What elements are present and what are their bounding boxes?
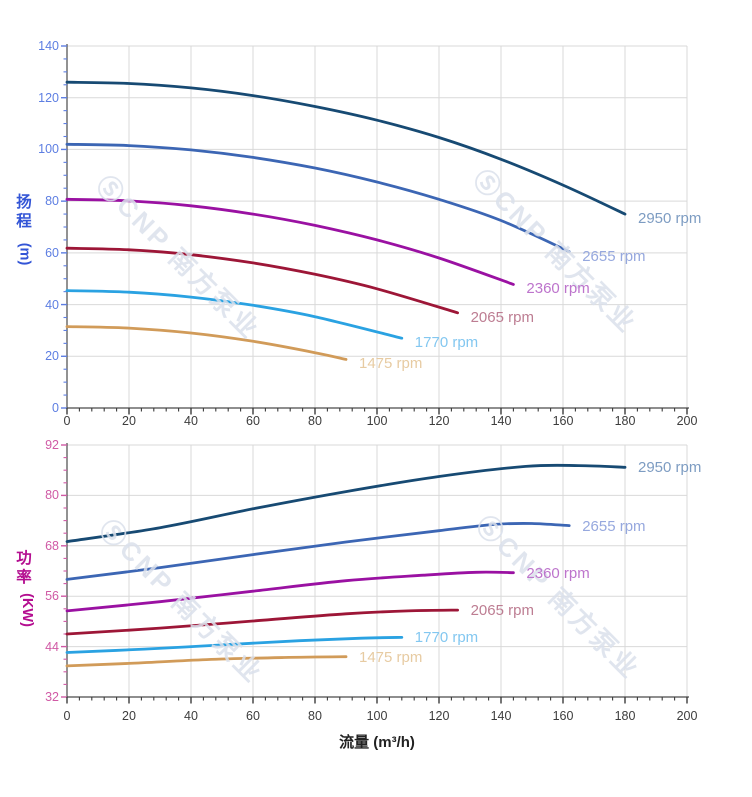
x-tick-label: 0 xyxy=(63,709,71,723)
curve-label-2065-rpm: 2065 rpm xyxy=(470,602,534,620)
head-axis-title-cn: 扬程 xyxy=(16,194,32,230)
curve-label-2065-rpm: 2065 rpm xyxy=(470,308,534,326)
curve-1770-rpm xyxy=(65,289,404,340)
x-tick-label: 120 xyxy=(428,709,450,723)
curve-label-2655-rpm: 2655 rpm xyxy=(582,517,646,535)
power-axis-title-cn: 功率 xyxy=(16,550,32,586)
y-tick-label: 40 xyxy=(45,297,59,312)
y-tick-label: 32 xyxy=(45,690,59,704)
curve-2950-rpm xyxy=(65,80,627,216)
y-tick-label: 20 xyxy=(45,349,59,364)
x-tick-label: 60 xyxy=(246,414,260,428)
y-tick-label: 140 xyxy=(38,39,59,53)
x-tick-label: 40 xyxy=(184,414,198,428)
x-tick-label: 80 xyxy=(308,414,322,428)
x-tick-label: 200 xyxy=(676,414,698,428)
x-tick-label: 20 xyxy=(122,414,136,428)
y-tick-label: 92 xyxy=(45,438,59,452)
y-tick-label: 80 xyxy=(45,488,59,503)
curve-2655-rpm xyxy=(65,142,571,253)
curve-label-2360-rpm: 2360 rpm xyxy=(526,564,590,582)
x-tick-label: 200 xyxy=(676,709,698,723)
curve-label-2360-rpm: 2360 rpm xyxy=(526,280,590,298)
power-axis-title: 功率 (KW) xyxy=(10,550,38,627)
curve-1770-rpm xyxy=(65,636,404,654)
curve-2655-rpm xyxy=(65,521,571,581)
y-tick-label: 68 xyxy=(45,538,59,553)
head-axis-title: 扬程 (m) xyxy=(10,194,38,265)
x-tick-label: 140 xyxy=(490,414,512,428)
x-tick-label: 60 xyxy=(246,709,260,723)
curve-1475-rpm xyxy=(65,655,348,668)
curve-label-1770-rpm: 1770 rpm xyxy=(414,629,479,647)
x-tick-label: 140 xyxy=(490,709,512,723)
y-tick-label: 44 xyxy=(45,639,59,654)
curve-2360-rpm xyxy=(65,197,515,286)
x-tick-label: 80 xyxy=(308,709,322,723)
x-tick-label: 160 xyxy=(552,414,574,428)
flow-axis-title: 流量 (m³/h) xyxy=(339,734,415,751)
curve-2065-rpm xyxy=(65,608,459,636)
curve-label-2950-rpm: 2950 rpm xyxy=(638,210,702,228)
curve-label-1475-rpm: 1475 rpm xyxy=(359,355,423,373)
x-tick-label: 20 xyxy=(122,709,136,723)
x-tick-label: 120 xyxy=(428,414,450,428)
curve-2950-rpm xyxy=(65,463,627,543)
x-tick-label: 180 xyxy=(614,414,636,428)
x-tick-label: 100 xyxy=(366,414,388,428)
curve-label-2950-rpm: 2950 rpm xyxy=(638,459,702,477)
curve-label-1475-rpm: 1475 rpm xyxy=(359,648,423,666)
curve-2065-rpm xyxy=(65,246,459,315)
x-tick-label: 40 xyxy=(184,709,198,723)
curve-1475-rpm xyxy=(65,325,348,361)
curve-label-2655-rpm: 2655 rpm xyxy=(582,247,646,265)
y-tick-label: 100 xyxy=(38,142,59,157)
y-tick-label: 0 xyxy=(52,401,59,415)
curve-2360-rpm xyxy=(65,570,515,613)
y-tick-label: 120 xyxy=(38,90,59,105)
x-tick-label: 100 xyxy=(366,709,388,723)
x-tick-label: 160 xyxy=(552,709,574,723)
curve-label-1770-rpm: 1770 rpm xyxy=(414,334,479,352)
y-tick-label: 56 xyxy=(45,589,59,604)
y-tick-label: 60 xyxy=(45,245,59,260)
x-tick-label: 0 xyxy=(63,414,71,428)
y-tick-label: 80 xyxy=(45,194,59,209)
x-tick-label: 180 xyxy=(614,709,636,723)
